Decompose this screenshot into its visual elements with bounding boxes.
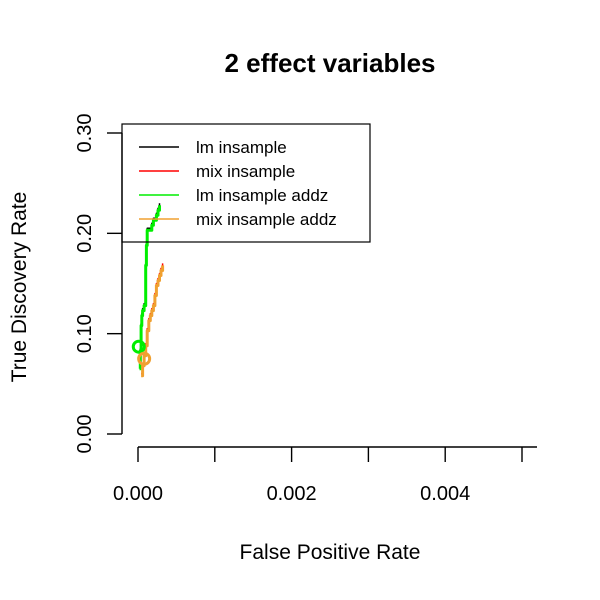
legend-label: mix insample [196,162,295,181]
legend-label: mix insample addz [196,210,337,229]
y-tick-label: 0.00 [74,415,96,454]
y-axis-label: True Discovery Rate [8,192,31,383]
y-tick-label: 0.30 [74,114,96,153]
chart-title: 2 effect variables [224,48,435,78]
series-marker [131,339,146,354]
legend-label: lm insample [196,138,287,157]
x-tick-label: 0.002 [267,483,317,505]
x-axis-label: False Positive Rate [240,541,421,564]
x-tick-label: 0.000 [113,483,163,505]
y-tick-label: 0.20 [74,214,96,253]
legend: lm insample mix insample lm insample addz m… [121,123,371,243]
legend-box [121,123,371,243]
x-tick-label: 0.004 [420,483,470,505]
series-line [141,265,165,378]
series-marker [137,351,152,366]
y-tick-label: 0.10 [74,314,96,353]
legend-label: lm insample addz [196,186,328,205]
